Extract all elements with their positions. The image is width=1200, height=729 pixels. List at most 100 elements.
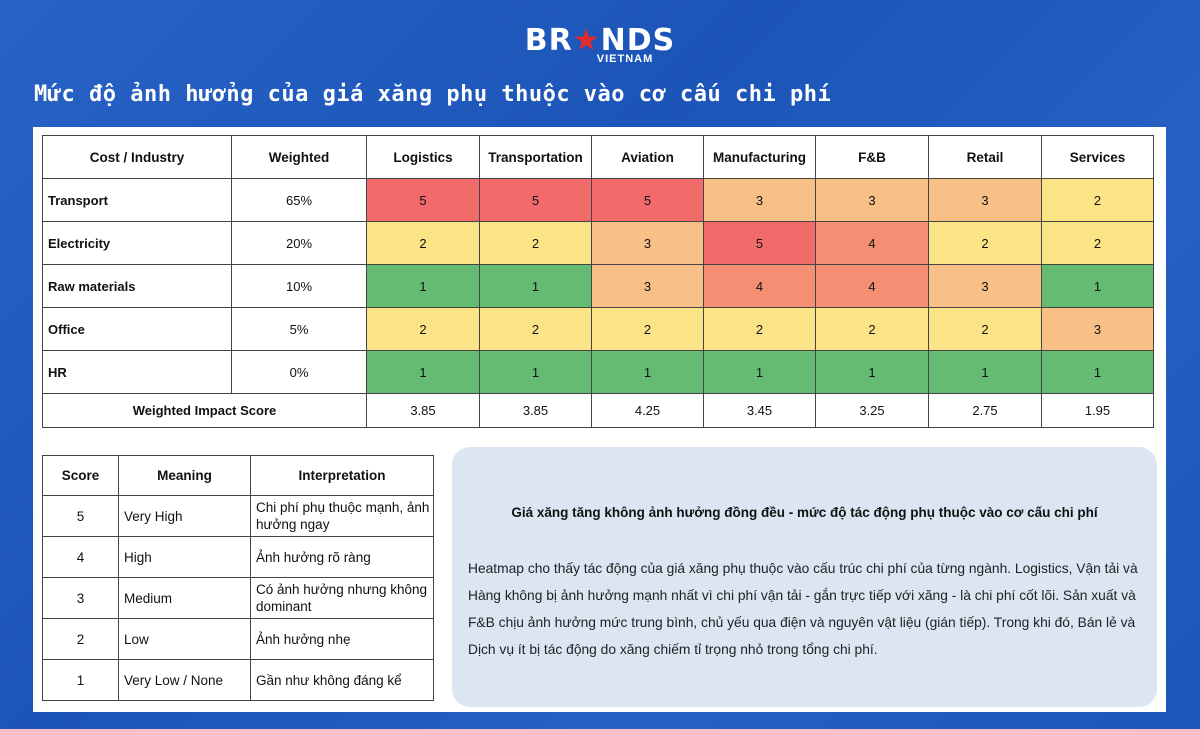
heatmap-cell: 3 — [591, 221, 704, 265]
brand-logo: BR★NDS VIETNAM — [0, 26, 1200, 65]
heatmap-cell: 2 — [591, 307, 704, 351]
score-cell: 3.25 — [815, 393, 929, 428]
heatmap-cell: 1 — [591, 350, 704, 394]
heatmap-cell: 2 — [703, 307, 816, 351]
legend-header-interpretation: Interpretation — [250, 455, 434, 496]
heatmap-cell: 2 — [366, 221, 480, 265]
heatmap-cell: 5 — [591, 178, 704, 222]
insight-box: Giá xăng tăng không ảnh hưởng đồng đều -… — [452, 447, 1157, 707]
row-label: HR — [42, 350, 232, 394]
heatmap-cell: 4 — [815, 221, 929, 265]
heatmap-cell: 5 — [366, 178, 480, 222]
header-industry: F&B — [815, 135, 929, 179]
page-title: Mức độ ảnh hưởng của giá xăng phụ thuộc … — [34, 82, 832, 107]
score-cell: 2.75 — [928, 393, 1042, 428]
legend-row: 5 Very High Chi phí phụ thuộc mạnh, ảnh hư… — [42, 495, 434, 537]
legend-meaning: Medium — [118, 577, 251, 619]
legend-meaning: Very Low / None — [118, 659, 251, 701]
row-label: Electricity — [42, 221, 232, 265]
heatmap-row: Electricity 20% 2 2 3 5 4 2 2 — [42, 221, 1154, 265]
content-panel: Cost / Industry Weighted Logistics Transp… — [33, 127, 1166, 712]
legend-body: 5 Very High Chi phí phụ thuộc mạnh, ảnh hư… — [42, 495, 434, 701]
heatmap-cell: 3 — [1041, 307, 1154, 351]
heatmap-cell: 1 — [479, 264, 592, 308]
heatmap-cell: 3 — [928, 264, 1042, 308]
heatmap-cell: 4 — [703, 264, 816, 308]
legend-row: 1 Very Low / None Gần như không đáng kể — [42, 659, 434, 701]
legend-score: 4 — [42, 536, 119, 578]
legend-interpretation: Ảnh hưởng nhẹ — [250, 618, 434, 660]
heatmap-cell: 3 — [703, 178, 816, 222]
heatmap-header-row: Cost / Industry Weighted Logistics Transp… — [42, 135, 1154, 179]
row-label: Raw materials — [42, 264, 232, 308]
legend-interpretation: Có ảnh hưởng nhưng không dominant — [250, 577, 434, 619]
score-cell: 3.45 — [703, 393, 816, 428]
legend-interpretation: Gần như không đáng kể — [250, 659, 434, 701]
insight-title: Giá xăng tăng không ảnh hưởng đồng đều -… — [511, 505, 1098, 520]
heatmap-cell: 3 — [815, 178, 929, 222]
legend-row: 4 High Ảnh hưởng rõ ràng — [42, 536, 434, 578]
heatmap-cell: 2 — [815, 307, 929, 351]
heatmap-cell: 3 — [928, 178, 1042, 222]
star-icon: ★ — [572, 23, 601, 58]
heatmap-table: Cost / Industry Weighted Logistics Transp… — [42, 135, 1154, 428]
heatmap-cell: 3 — [591, 264, 704, 308]
legend-interpretation: Ảnh hưởng rõ ràng — [250, 536, 434, 578]
header-industry: Logistics — [366, 135, 480, 179]
legend-score: 3 — [42, 577, 119, 619]
heatmap-cell: 1 — [703, 350, 816, 394]
legend-header-meaning: Meaning — [118, 455, 251, 496]
logo-subtext: VIETNAM — [596, 53, 654, 65]
header-industry: Manufacturing — [703, 135, 816, 179]
heatmap-cell: 4 — [815, 264, 929, 308]
heatmap-cell: 1 — [366, 350, 480, 394]
heatmap-cell: 2 — [479, 221, 592, 265]
header-weighted: Weighted — [231, 135, 367, 179]
insight-body: Heatmap cho thấy tác động của giá xăng p… — [468, 561, 1138, 657]
heatmap-cell: 2 — [1041, 178, 1154, 222]
legend-meaning: Low — [118, 618, 251, 660]
heatmap-cell: 2 — [928, 221, 1042, 265]
row-weight: 10% — [231, 264, 367, 308]
heatmap-cell: 2 — [479, 307, 592, 351]
score-row: Weighted Impact Score 3.85 3.85 4.25 3.45 3.2… — [42, 393, 1154, 428]
legend-score: 1 — [42, 659, 119, 701]
heatmap-cell: 1 — [366, 264, 480, 308]
score-cell: 3.85 — [479, 393, 592, 428]
row-label: Office — [42, 307, 232, 351]
score-cell: 4.25 — [591, 393, 704, 428]
heatmap-cell: 1 — [1041, 264, 1154, 308]
heatmap-row: HR 0% 1 1 1 1 1 1 1 — [42, 350, 1154, 394]
header-cost-industry: Cost / Industry — [42, 135, 232, 179]
legend-interpretation: Chi phí phụ thuộc mạnh, ảnh hưởng ngay — [250, 495, 434, 537]
row-weight: 5% — [231, 307, 367, 351]
legend-table: Score Meaning Interpretation 5 Very High C… — [42, 455, 434, 701]
legend-meaning: High — [118, 536, 251, 578]
heatmap-cell: 5 — [479, 178, 592, 222]
heatmap-cell: 2 — [928, 307, 1042, 351]
heatmap-cell: 1 — [815, 350, 929, 394]
heatmap-row: Transport 65% 5 5 5 3 3 3 2 — [42, 178, 1154, 222]
row-weight: 0% — [231, 350, 367, 394]
heatmap-row: Raw materials 10% 1 1 3 4 4 3 1 — [42, 264, 1154, 308]
heatmap-cell: 1 — [928, 350, 1042, 394]
legend-row: 2 Low Ảnh hưởng nhẹ — [42, 618, 434, 660]
legend-row: 3 Medium Có ảnh hưởng nhưng không dominant — [42, 577, 434, 619]
score-label: Weighted Impact Score — [42, 393, 367, 428]
heatmap-row: Office 5% 2 2 2 2 2 2 3 — [42, 307, 1154, 351]
header-industry: Aviation — [591, 135, 704, 179]
heatmap-cell: 1 — [479, 350, 592, 394]
score-cell: 1.95 — [1041, 393, 1154, 428]
row-label: Transport — [42, 178, 232, 222]
heatmap-cell: 5 — [703, 221, 816, 265]
heatmap-cell: 2 — [1041, 221, 1154, 265]
header-industry: Retail — [928, 135, 1042, 179]
legend-header-row: Score Meaning Interpretation — [42, 455, 434, 496]
logo-text: BR★NDS — [524, 23, 676, 58]
score-cell: 3.85 — [366, 393, 480, 428]
header-industry: Services — [1041, 135, 1154, 179]
legend-header-score: Score — [42, 455, 119, 496]
header-industry: Transportation — [479, 135, 592, 179]
legend-meaning: Very High — [118, 495, 251, 537]
heatmap-cell: 2 — [366, 307, 480, 351]
